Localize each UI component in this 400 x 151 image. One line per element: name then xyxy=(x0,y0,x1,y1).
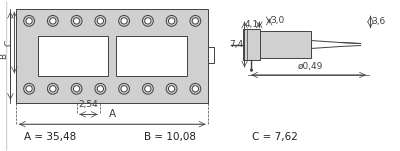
Text: 3,0: 3,0 xyxy=(270,16,284,25)
Circle shape xyxy=(50,18,56,24)
Text: 2,54: 2,54 xyxy=(78,100,98,109)
Circle shape xyxy=(71,83,82,94)
Circle shape xyxy=(192,86,198,92)
Circle shape xyxy=(74,18,80,24)
Circle shape xyxy=(74,86,80,92)
Circle shape xyxy=(48,83,58,94)
Circle shape xyxy=(95,16,106,26)
Text: C: C xyxy=(4,39,13,46)
Circle shape xyxy=(121,18,127,24)
Bar xyxy=(38,36,108,76)
Circle shape xyxy=(119,83,130,94)
Text: A = 35,48: A = 35,48 xyxy=(24,132,76,142)
Circle shape xyxy=(24,83,34,94)
Bar xyxy=(16,9,208,103)
Circle shape xyxy=(168,18,175,24)
Text: A: A xyxy=(109,109,116,119)
Text: B = 10,08: B = 10,08 xyxy=(144,132,196,142)
Circle shape xyxy=(71,16,82,26)
Text: 4,1: 4,1 xyxy=(244,20,258,29)
Text: ø0,49: ø0,49 xyxy=(297,62,323,71)
Circle shape xyxy=(95,83,106,94)
Circle shape xyxy=(166,16,177,26)
Circle shape xyxy=(119,16,130,26)
Circle shape xyxy=(190,83,201,94)
Text: B: B xyxy=(0,53,8,59)
Bar xyxy=(208,47,214,63)
Text: 3,6: 3,6 xyxy=(372,17,386,26)
Circle shape xyxy=(97,18,104,24)
Text: C = 7,62: C = 7,62 xyxy=(252,132,298,142)
Circle shape xyxy=(166,83,177,94)
Bar xyxy=(116,36,186,76)
Text: 7,4: 7,4 xyxy=(230,40,244,49)
Circle shape xyxy=(192,18,198,24)
Circle shape xyxy=(168,86,175,92)
Circle shape xyxy=(97,86,104,92)
Bar xyxy=(242,29,260,60)
Circle shape xyxy=(48,16,58,26)
Circle shape xyxy=(190,16,201,26)
Circle shape xyxy=(142,16,153,26)
Circle shape xyxy=(121,86,127,92)
Circle shape xyxy=(50,86,56,92)
Circle shape xyxy=(145,18,151,24)
Bar xyxy=(257,31,312,58)
Circle shape xyxy=(142,83,153,94)
Circle shape xyxy=(26,18,32,24)
Circle shape xyxy=(24,16,34,26)
Circle shape xyxy=(250,69,253,71)
Circle shape xyxy=(145,86,151,92)
Circle shape xyxy=(26,86,32,92)
